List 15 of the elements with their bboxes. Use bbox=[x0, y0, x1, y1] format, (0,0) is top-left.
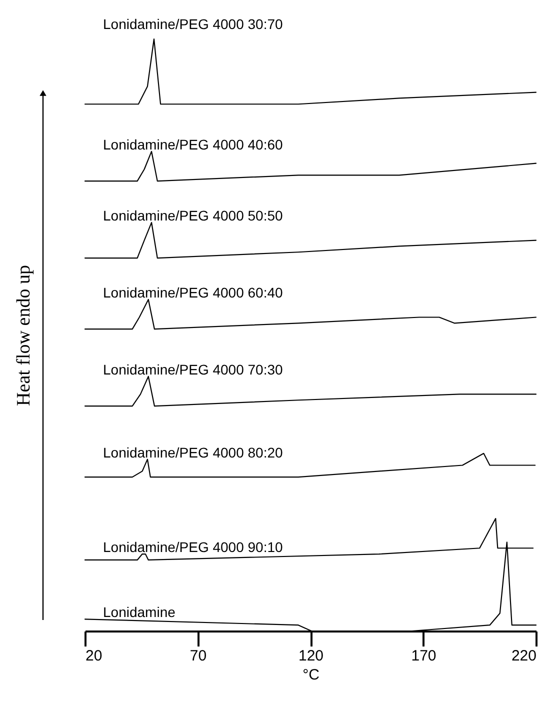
text: Lonidamine/PEG 4000 30:70 bbox=[103, 16, 284, 32]
x-tick-label: 220 bbox=[511, 648, 536, 664]
x-tick-label: 120 bbox=[298, 648, 324, 664]
x-tick-label: 170 bbox=[411, 648, 436, 664]
x-tick-label: 20 bbox=[86, 648, 102, 664]
series-label: Lonidamine/PEG 4000 90:10 bbox=[103, 539, 284, 556]
text: Lonidamine/PEG 4000 50:50 bbox=[103, 208, 284, 224]
series-label: Lonidamine/PEG 4000 80:20 bbox=[103, 444, 284, 460]
x-axis-title: °C bbox=[302, 666, 320, 684]
series-label: Lonidamine/PEG 4000 40:60 bbox=[103, 136, 284, 152]
series-label: Lonidamine/PEG 4000 60:40 bbox=[103, 284, 284, 300]
series-label: Lonidamine bbox=[103, 604, 176, 620]
y-axis-title: Heat flow endo up bbox=[14, 265, 34, 406]
series-label: Lonidamine/PEG 4000 70:30 bbox=[103, 361, 284, 378]
x-tick-label: 70 bbox=[190, 648, 207, 664]
